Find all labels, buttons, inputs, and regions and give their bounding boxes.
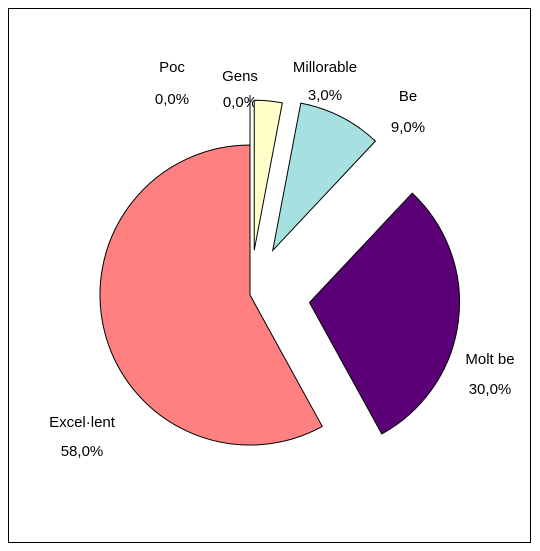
slice-label: Gens	[222, 68, 258, 85]
slice-value-label: 0,0%	[155, 91, 189, 108]
slice-value-label: 3,0%	[308, 87, 342, 104]
slice-value-label: 58,0%	[61, 443, 104, 460]
pie-slice	[271, 102, 377, 253]
pie-slice	[253, 99, 283, 251]
slice-label: Poc	[159, 59, 185, 76]
pie-slice	[99, 144, 323, 446]
slice-label: Molt be	[465, 351, 514, 368]
slice-value-label: 0,0%	[223, 94, 257, 111]
slice-value-label: 9,0%	[391, 119, 425, 136]
slice-label: Millorable	[293, 59, 357, 76]
slice-label: Be	[399, 88, 417, 105]
slice-value-label: 30,0%	[469, 381, 512, 398]
pie-slice	[308, 192, 461, 435]
slice-label: Excel·lent	[49, 414, 116, 431]
